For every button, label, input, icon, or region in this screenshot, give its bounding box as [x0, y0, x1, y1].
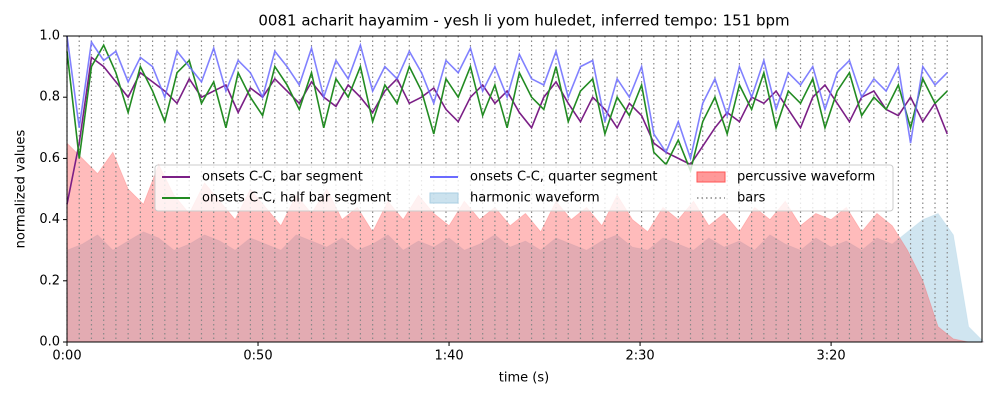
onset-line	[66, 55, 948, 205]
legend-swatch	[429, 192, 459, 204]
onset-line	[66, 43, 948, 174]
legend-swatch	[696, 171, 726, 183]
legend: onsets C-C, bar segment onsets C-C, half …	[154, 164, 894, 212]
waveform-area	[66, 212, 985, 343]
legend-label: onsets C-C, half bar segment	[202, 191, 391, 206]
onset-line	[66, 35, 948, 162]
legend-label: onsets C-C, quarter segment	[470, 170, 657, 185]
x-tick-label: 2:30	[625, 349, 654, 364]
legend-label: percussive waveform	[737, 170, 875, 185]
plot-frame	[66, 35, 983, 343]
y-tick-label: 0.8	[39, 90, 60, 105]
y-tick-label: 0.0	[39, 335, 60, 350]
x-tick-label: 0:00	[52, 349, 81, 364]
chart-title: 0081 acharit hayamim - yesh li yom huled…	[258, 12, 789, 30]
x-tick-label: 1:40	[434, 349, 463, 364]
y-tick-label: 0.4	[39, 212, 60, 227]
legend-label: bars	[737, 191, 766, 206]
y-tick-label: 1.0	[39, 29, 60, 44]
y-tick-label: 0.6	[39, 151, 60, 166]
legend-label: onsets C-C, bar segment	[202, 170, 363, 185]
y-tick-label: 0.2	[39, 273, 60, 288]
legend-label: harmonic waveform	[470, 191, 600, 206]
x-tick-label: 0:50	[243, 349, 272, 364]
y-axis-label: normalized values	[14, 129, 29, 248]
x-tick-label: 3:20	[816, 349, 845, 364]
x-axis-label: time (s)	[499, 371, 549, 386]
